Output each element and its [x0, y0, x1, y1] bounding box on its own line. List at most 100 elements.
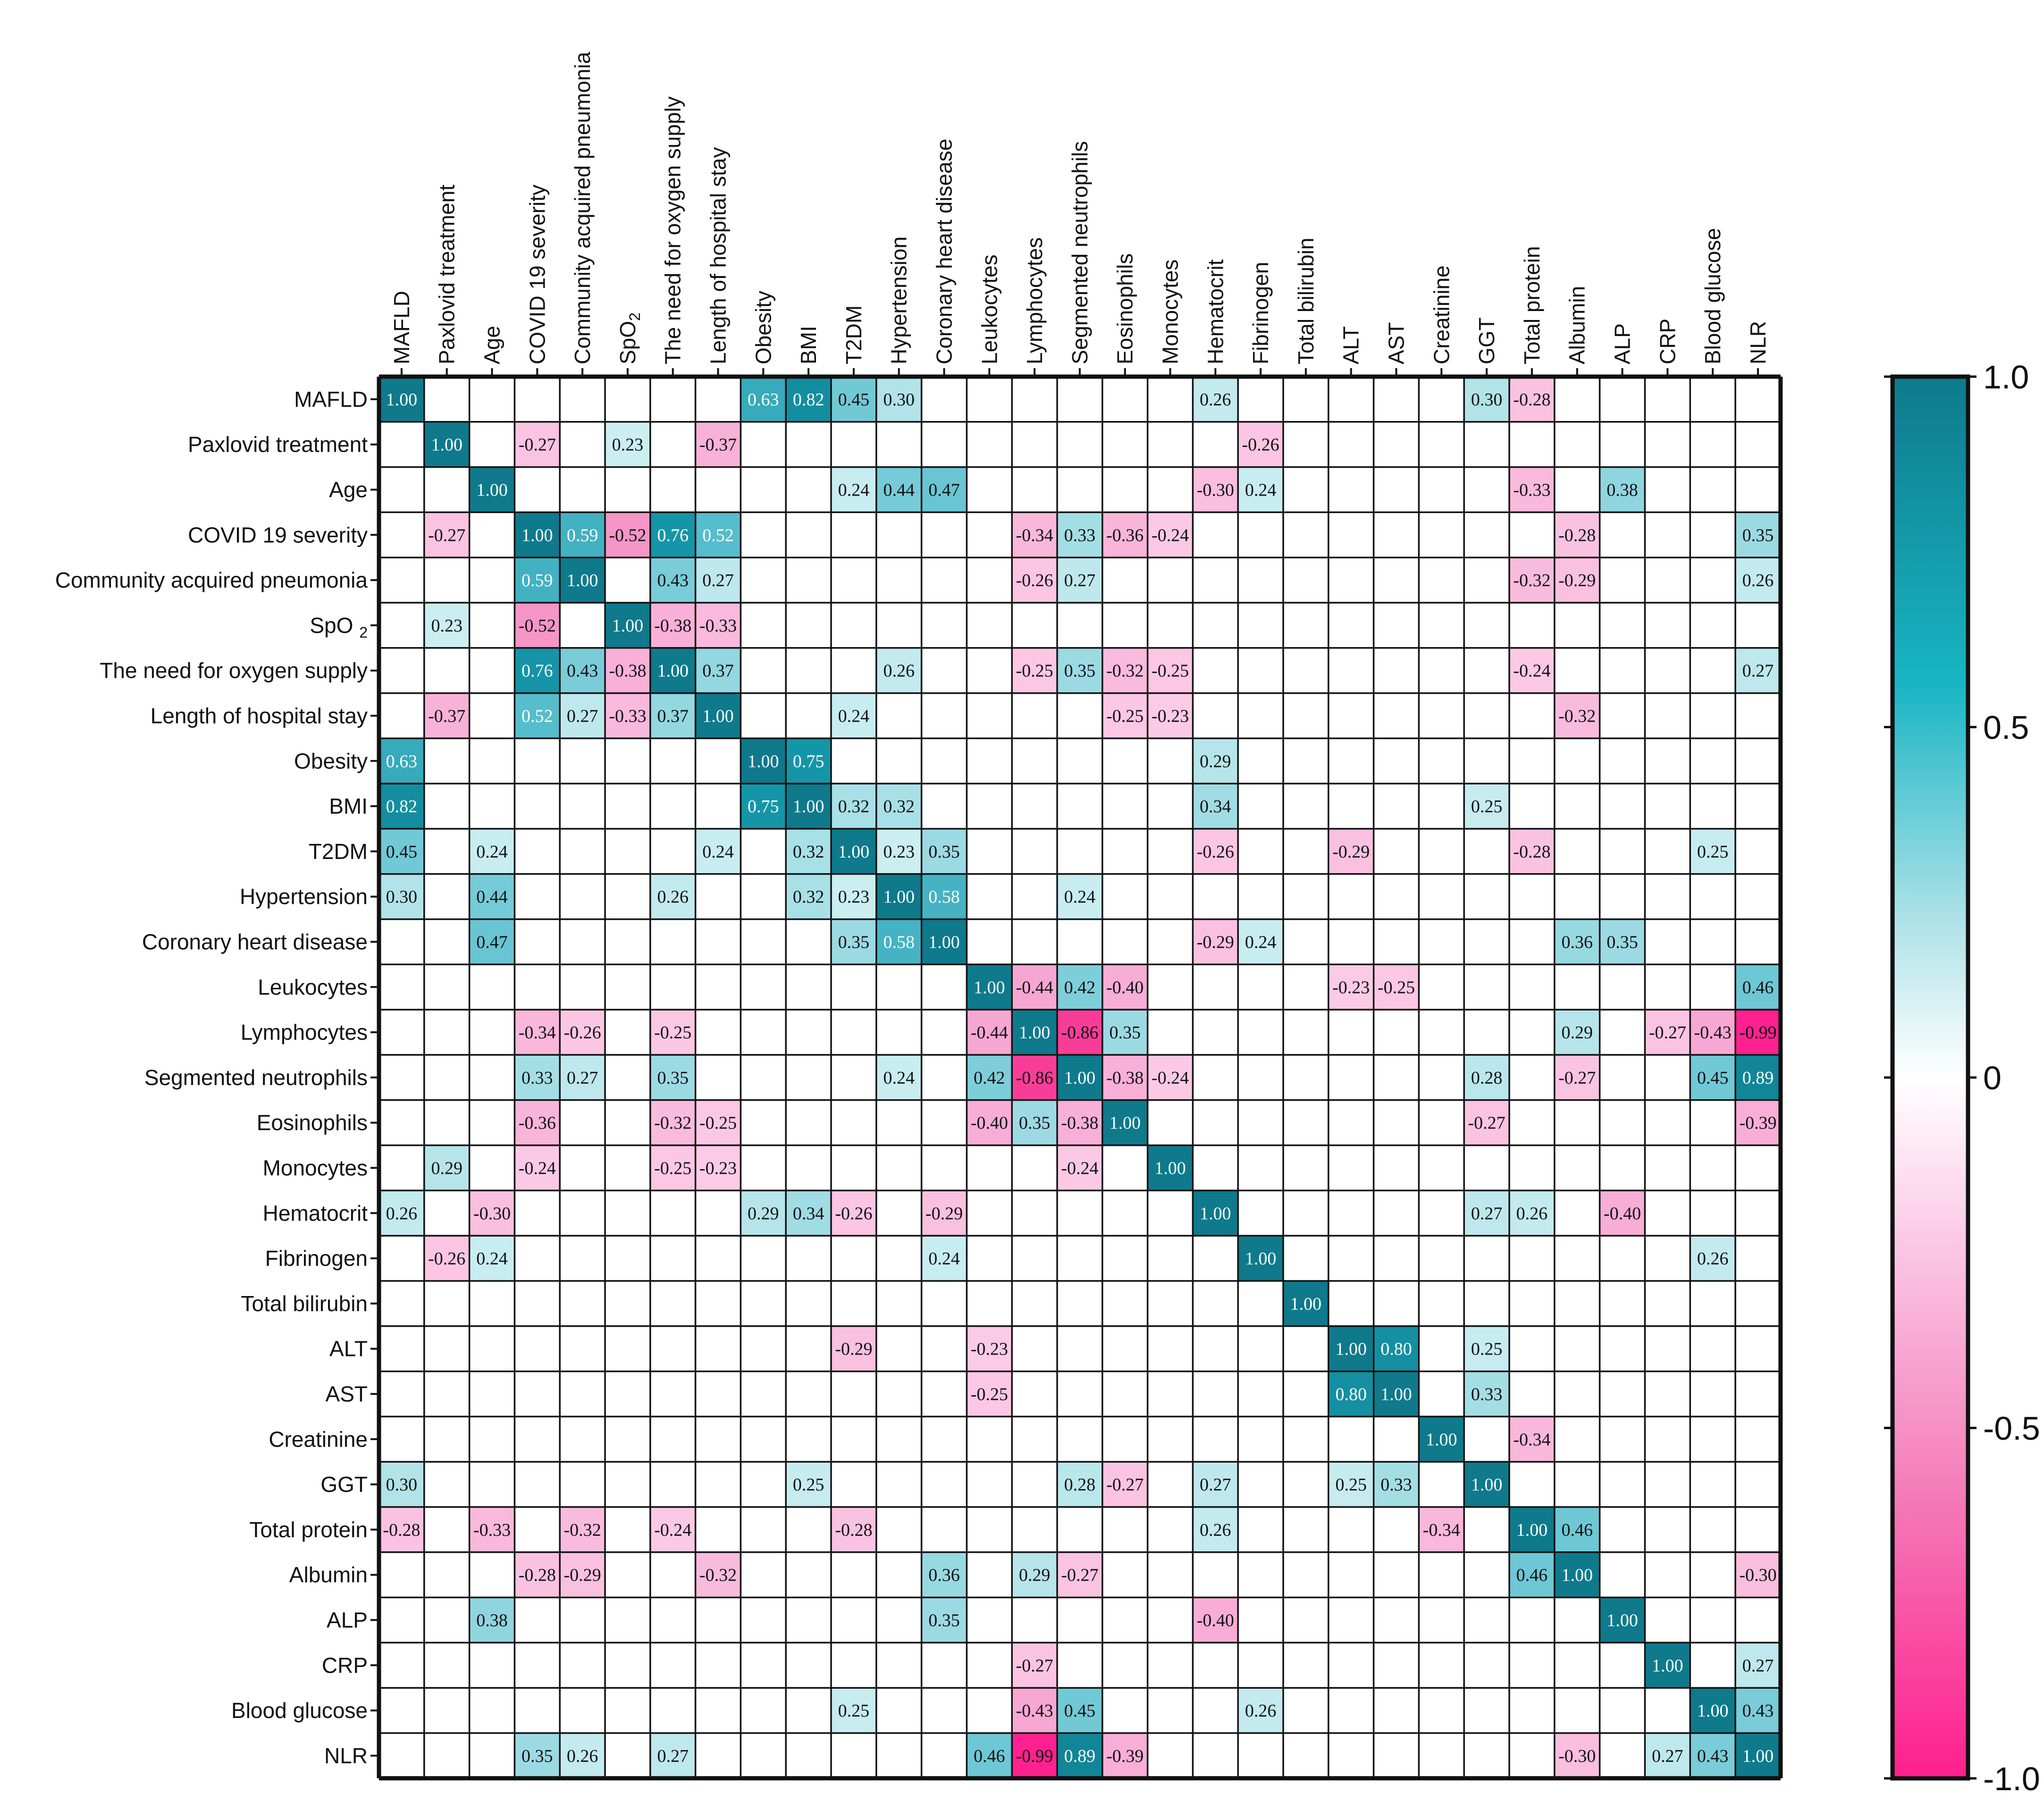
- colorbar-tick-label: 1.0: [1983, 359, 2029, 396]
- cell-value-25-26: 0.46: [1561, 1520, 1593, 1540]
- heatmap-cell-30-16: [1102, 1733, 1148, 1778]
- heatmap-cell-15-24: [1464, 1055, 1509, 1100]
- cell-value-11-2: 0.44: [476, 887, 508, 907]
- heatmap-cell-24-21: [1328, 1462, 1374, 1507]
- heatmap-cell-4-4: [560, 557, 605, 603]
- heatmap-cell-10-0: [379, 829, 424, 874]
- col-label: Fibrinogen: [1248, 262, 1273, 364]
- heatmap-cell-21-13: [967, 1326, 1012, 1372]
- heatmap-cell-15-26: [1554, 1055, 1600, 1100]
- col-label: Segmented neutrophils: [1068, 141, 1092, 364]
- row-label: Monocytes: [263, 1156, 368, 1180]
- heatmap-cell-15-29: [1690, 1055, 1735, 1100]
- heatmap-cell-2-12: [921, 467, 967, 513]
- cell-value-10-29: 0.25: [1697, 842, 1729, 862]
- cell-value-27-18: -0.40: [1197, 1611, 1234, 1631]
- cell-value-14-6: -0.25: [654, 1023, 691, 1043]
- cell-value-4-30: 0.26: [1742, 571, 1774, 590]
- row-label: BMI: [329, 794, 368, 818]
- cell-value-16-3: -0.36: [519, 1113, 556, 1133]
- heatmap-cell-1-3: [514, 421, 560, 467]
- heatmap-cell-18-2: [469, 1190, 515, 1236]
- row-label: MAFLD: [294, 387, 368, 412]
- heatmap-cell-22-24: [1464, 1371, 1509, 1417]
- cell-value-10-25: -0.28: [1513, 842, 1550, 862]
- cell-value-24-0: 0.30: [386, 1475, 418, 1495]
- cell-value-6-5: -0.38: [609, 661, 646, 681]
- row-label: Lymphocytes: [241, 1020, 368, 1044]
- row-label: CRP: [322, 1653, 368, 1677]
- cell-value-12-10: 0.35: [838, 933, 870, 952]
- heatmap-cell-12-10: [831, 919, 876, 965]
- heatmap-cell-26-15: [1057, 1552, 1102, 1598]
- heatmap-cell-14-13: [967, 1010, 1012, 1055]
- cell-value-5-1: 0.23: [431, 616, 463, 636]
- cell-value-9-8: 0.75: [748, 797, 779, 817]
- cell-value-0-11: 0.30: [883, 390, 915, 410]
- heatmap-cell-25-25: [1509, 1507, 1555, 1552]
- heatmap-cell-26-4: [560, 1552, 605, 1598]
- heatmap-cell-23-25: [1509, 1416, 1555, 1462]
- heatmap-cell-1-19: [1238, 421, 1283, 467]
- cell-value-labels: 1.00 0.63 0.82 0.45 0.30 0.26 0.30 -0.28 1.00 -0.…: [383, 390, 1776, 1766]
- heatmap-cell-25-0: [379, 1507, 424, 1552]
- heatmap-cell-19-19: [1238, 1236, 1283, 1281]
- colorbar: 1.0 0.5 0 -0.5 -1.0: [1884, 359, 2040, 1797]
- heatmap-cell-2-18: [1193, 467, 1238, 513]
- cell-value-30-15: 0.89: [1064, 1746, 1096, 1766]
- heatmap-cell-17-15: [1057, 1145, 1102, 1191]
- cell-value-18-0: 0.26: [386, 1204, 418, 1223]
- cell-value-2-2: 1.00: [476, 480, 508, 500]
- cell-value-30-6: 0.27: [657, 1746, 689, 1766]
- cell-value-7-26: -0.32: [1558, 707, 1596, 726]
- cell-value-4-3: 0.59: [522, 571, 553, 590]
- heatmap-cell-9-8: [740, 783, 786, 829]
- heatmap-cell-14-14: [1012, 1010, 1057, 1055]
- heatmap-cell-17-17: [1147, 1145, 1193, 1191]
- heatmap-cell-29-10: [831, 1688, 876, 1733]
- cell-value-14-14: 1.00: [1019, 1023, 1051, 1043]
- col-label: Leukocytes: [977, 254, 1001, 364]
- heatmap-cell-15-16: [1102, 1055, 1148, 1100]
- heatmap-cell-27-27: [1599, 1597, 1645, 1643]
- cell-value-3-4: 0.59: [567, 525, 598, 545]
- cell-value-9-11: 0.32: [883, 797, 915, 817]
- cell-value-8-18: 0.29: [1200, 751, 1231, 771]
- cell-value-19-29: 0.26: [1697, 1249, 1729, 1269]
- cell-value-18-24: 0.27: [1471, 1204, 1503, 1223]
- col-label: Total protein: [1520, 246, 1544, 364]
- cell-value-15-26: -0.27: [1558, 1068, 1596, 1088]
- heatmap-cell-16-14: [1012, 1100, 1057, 1145]
- heatmap-cell-3-15: [1057, 512, 1102, 558]
- heatmap-cell-12-18: [1193, 919, 1238, 965]
- heatmap-cell-30-14: [1012, 1733, 1057, 1778]
- heatmap-cell-27-2: [469, 1597, 515, 1643]
- heatmap-cell-16-7: [695, 1100, 741, 1145]
- heatmap-cell-6-4: [560, 648, 605, 693]
- cell-value-29-19: 0.26: [1245, 1701, 1277, 1721]
- heatmap-cell-2-11: [876, 467, 922, 513]
- row-label: Obesity: [294, 749, 368, 773]
- col-label: Community acquired pneumonia: [570, 51, 595, 364]
- heatmap-cell-2-25: [1509, 467, 1555, 513]
- heatmap-cell-18-27: [1599, 1190, 1645, 1236]
- heatmap-cell-23-23: [1419, 1416, 1464, 1462]
- col-label: NLR: [1746, 321, 1770, 364]
- row-label: Total protein: [249, 1517, 368, 1542]
- heatmap-cell-12-27: [1599, 919, 1645, 965]
- cell-value-24-15: 0.28: [1064, 1475, 1096, 1495]
- cell-value-13-13: 1.00: [974, 977, 1005, 997]
- heatmap-cell-16-3: [514, 1100, 560, 1145]
- cell-value-15-4: 0.27: [567, 1068, 598, 1088]
- heatmap-cell-10-29: [1690, 829, 1735, 874]
- row-label: NLR: [324, 1743, 368, 1768]
- row-label: SpO 2: [310, 613, 368, 641]
- row-label: Age: [329, 478, 368, 502]
- cell-value-19-1: -0.26: [428, 1249, 465, 1269]
- cell-value-24-18: 0.27: [1200, 1475, 1231, 1495]
- cell-value-17-17: 1.00: [1154, 1159, 1186, 1179]
- heatmap-cell-27-12: [921, 1597, 967, 1643]
- cell-value-24-16: -0.27: [1106, 1475, 1144, 1495]
- cell-value-12-12: 1.00: [928, 933, 960, 952]
- heatmap-cell-9-10: [831, 783, 876, 829]
